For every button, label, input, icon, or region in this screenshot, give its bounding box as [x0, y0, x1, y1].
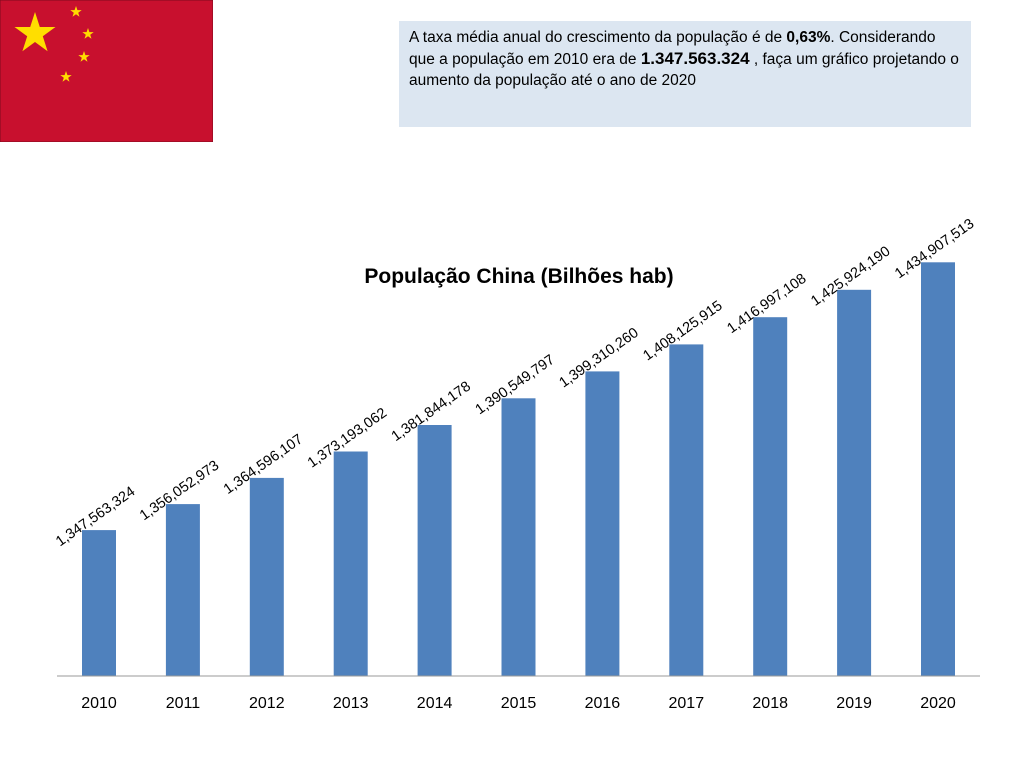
x-tick-label: 2017: [669, 695, 705, 712]
task-text-intro: A taxa média anual do crescimento da pop…: [409, 29, 787, 46]
small-star-icon: [70, 6, 82, 17]
bar-2011: [165, 504, 200, 676]
x-tick-label: 2016: [585, 695, 621, 712]
x-tick-label: 2020: [920, 695, 956, 712]
growth-rate: 0,63%: [786, 29, 831, 46]
small-star-icon: [60, 71, 72, 82]
x-tick-label: 2019: [836, 695, 872, 712]
x-tick-label: 2014: [417, 695, 453, 712]
bar-2020: [921, 262, 955, 676]
x-axis-tick-labels: 2010 2011 2012 2013 2014 2015 2016 2017 2018 2019…: [81, 695, 956, 712]
chart-title: População China (Bilhões hab): [364, 265, 673, 288]
bar-2018: [753, 317, 788, 676]
x-tick-label: 2012: [249, 695, 285, 712]
bar-2016: [585, 371, 620, 676]
bar-2017: [669, 344, 704, 676]
bar-2010: [82, 530, 116, 676]
x-tick-label: 2013: [333, 695, 369, 712]
bar-2014: [417, 425, 452, 676]
x-tick-label: 2011: [166, 695, 201, 712]
small-star-icon: [78, 51, 90, 62]
x-tick-label: 2010: [81, 695, 117, 712]
task-statement: A taxa média anual do crescimento da pop…: [399, 21, 971, 127]
x-tick-label: 2015: [501, 695, 537, 712]
bar-2012: [249, 477, 284, 676]
small-star-icon: [82, 28, 94, 39]
bar-2013: [333, 451, 368, 676]
x-tick-label: 2018: [752, 695, 788, 712]
large-star-icon: [14, 12, 56, 52]
population-2010: 1.347.563.324: [640, 49, 750, 68]
bar-series: [82, 262, 955, 676]
china-flag-icon: [0, 0, 213, 142]
task-text-middle: . Considerando que a população em 2010 e…: [409, 29, 936, 68]
bar-2019: [837, 289, 872, 676]
bar-2015: [501, 398, 536, 676]
task-text-end: , faça um gráfico projetando o aumento d…: [409, 51, 959, 89]
